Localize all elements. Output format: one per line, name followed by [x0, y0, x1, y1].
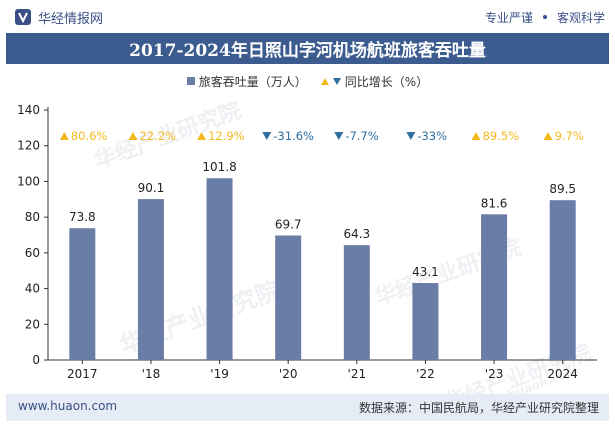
y-tick-label: 60 [25, 246, 40, 260]
bar-value-label: 43.1 [412, 265, 439, 279]
bar [549, 200, 576, 360]
legend-item-growth: 同比增长（%） [320, 73, 429, 90]
x-tick-label: '22 [416, 367, 435, 381]
growth-down-triangle-icon [262, 132, 272, 140]
legend-label-growth: 同比增长（%） [344, 74, 429, 89]
bar-swatch-icon [186, 77, 195, 85]
footer-website-link[interactable]: www.huaon.com [18, 399, 118, 413]
legend-label-throughput: 旅客吞吐量（万人） [198, 74, 307, 89]
bar-value-label: 90.1 [138, 181, 165, 195]
triangle-down-icon [332, 77, 341, 85]
slogan: 专业严谨 客观科学 [485, 7, 605, 27]
growth-value-label: -7.7% [345, 129, 378, 143]
y-tick-label: 100 [17, 174, 40, 188]
triangle-up-icon [320, 77, 329, 85]
x-tick-label: 2024 [547, 367, 578, 381]
growth-value-label: -33% [417, 129, 447, 143]
growth-value-label: -31.6% [273, 129, 314, 143]
y-tick-label: 80 [25, 210, 40, 224]
growth-up-triangle-icon [128, 132, 138, 140]
x-tick-label: '21 [348, 367, 367, 381]
growth-value-label: 80.6% [71, 129, 108, 143]
growth-up-triangle-icon [471, 132, 481, 140]
top-bar: 华经情报网 专业严谨 客观科学 [0, 0, 615, 33]
brand: 华经情报网 [14, 7, 103, 27]
bar [137, 199, 164, 360]
growth-down-triangle-icon [334, 132, 344, 140]
bar [275, 235, 302, 360]
x-tick-label: '19 [210, 367, 229, 381]
growth-up-triangle-icon [543, 132, 553, 140]
legend: 旅客吞吐量（万人） 同比增长（%） [0, 71, 615, 91]
footer: www.huaon.com 数据来源：中国民航局，华经产业研究院整理 [6, 394, 609, 421]
separator-dot-icon [542, 15, 547, 19]
bar [481, 214, 508, 360]
huajing-logo-icon [15, 9, 31, 25]
footer-source: 数据来源：中国民航局，华经产业研究院整理 [358, 401, 599, 415]
bar-value-label: 64.3 [343, 227, 370, 241]
bar-chart: 0 20 40 60 80 100 120 140 73.8 2017 80.6% 90.1 '18 22… [17, 103, 597, 381]
y-tick-label: 20 [25, 317, 40, 331]
growth-up-triangle-icon [197, 132, 207, 140]
bar-value-label: 81.6 [481, 196, 508, 210]
growth-value-label: 22.2% [139, 129, 176, 143]
legend-item-throughput: 旅客吞吐量（万人） [186, 73, 307, 90]
growth-value-label: 89.5% [483, 129, 520, 143]
slogan-left: 专业严谨 [484, 10, 533, 25]
slogan-right: 客观科学 [556, 10, 605, 25]
x-tick-label: '18 [142, 367, 161, 381]
bar [343, 245, 370, 360]
bar [412, 283, 439, 360]
y-tick-label: 120 [17, 139, 40, 153]
bar-value-label: 69.7 [275, 218, 302, 232]
brand-name: 华经情报网 [38, 11, 104, 27]
y-tick-label: 140 [17, 103, 40, 117]
growth-down-triangle-icon [406, 132, 416, 140]
bar [69, 228, 96, 360]
bar-value-label: 73.8 [69, 210, 96, 224]
x-tick-label: 2017 [67, 367, 98, 381]
bar-value-label: 101.8 [202, 160, 236, 174]
y-tick-label: 40 [25, 282, 40, 296]
x-tick-label: '20 [279, 367, 298, 381]
growth-value-label: 12.9% [208, 129, 245, 143]
growth-value-label: 9.7% [555, 129, 584, 143]
bar-value-label: 89.5 [549, 182, 576, 196]
x-tick-label: '23 [485, 367, 504, 381]
bar [206, 178, 233, 360]
y-tick-label: 0 [32, 353, 40, 367]
chart-title: 2017-2024年日照山字河机场航班旅客吞吐量 [6, 33, 609, 64]
growth-up-triangle-icon [59, 132, 69, 140]
